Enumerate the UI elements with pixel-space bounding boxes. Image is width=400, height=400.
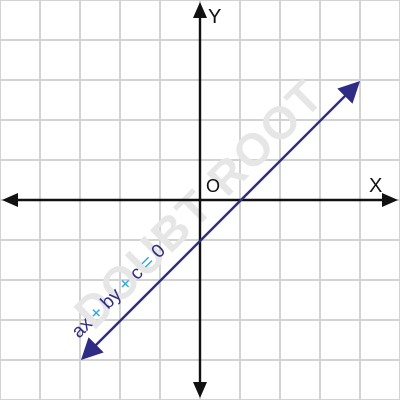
origin-label: O <box>206 176 220 196</box>
line-ax-by-c <box>80 80 361 361</box>
y-axis-bottom-arrow <box>193 382 207 398</box>
x-axis-right-arrow <box>382 193 398 207</box>
y-axis-top-arrow <box>193 2 207 18</box>
y-axis-label: Y <box>208 6 221 28</box>
x-axis-label: X <box>369 175 382 197</box>
x-axis-left-arrow <box>2 193 18 207</box>
